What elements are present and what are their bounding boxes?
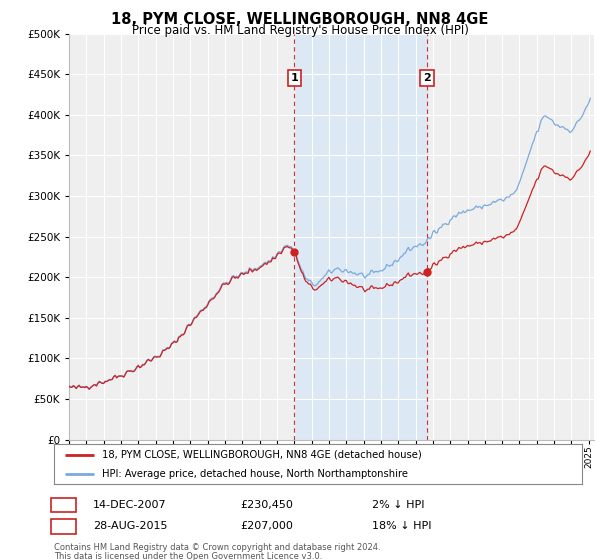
Bar — [294, 34, 427, 440]
Text: 18, PYM CLOSE, WELLINGBOROUGH, NN8 4GE (detached house): 18, PYM CLOSE, WELLINGBOROUGH, NN8 4GE (… — [101, 450, 421, 460]
Text: 14-DEC-2007: 14-DEC-2007 — [93, 500, 167, 510]
Text: 28-AUG-2015: 28-AUG-2015 — [93, 521, 167, 531]
Text: 2: 2 — [423, 73, 431, 83]
Text: Price paid vs. HM Land Registry's House Price Index (HPI): Price paid vs. HM Land Registry's House … — [131, 24, 469, 36]
Text: HPI: Average price, detached house, North Northamptonshire: HPI: Average price, detached house, Nort… — [101, 469, 407, 478]
Text: This data is licensed under the Open Government Licence v3.0.: This data is licensed under the Open Gov… — [54, 552, 322, 560]
Text: 18, PYM CLOSE, WELLINGBOROUGH, NN8 4GE: 18, PYM CLOSE, WELLINGBOROUGH, NN8 4GE — [112, 12, 488, 27]
Text: 1: 1 — [290, 73, 298, 83]
Text: 18% ↓ HPI: 18% ↓ HPI — [372, 521, 431, 531]
Text: Contains HM Land Registry data © Crown copyright and database right 2024.: Contains HM Land Registry data © Crown c… — [54, 543, 380, 552]
Text: 1: 1 — [60, 500, 67, 510]
Text: 2: 2 — [60, 521, 67, 531]
Text: 2% ↓ HPI: 2% ↓ HPI — [372, 500, 425, 510]
Text: £207,000: £207,000 — [240, 521, 293, 531]
Text: £230,450: £230,450 — [240, 500, 293, 510]
